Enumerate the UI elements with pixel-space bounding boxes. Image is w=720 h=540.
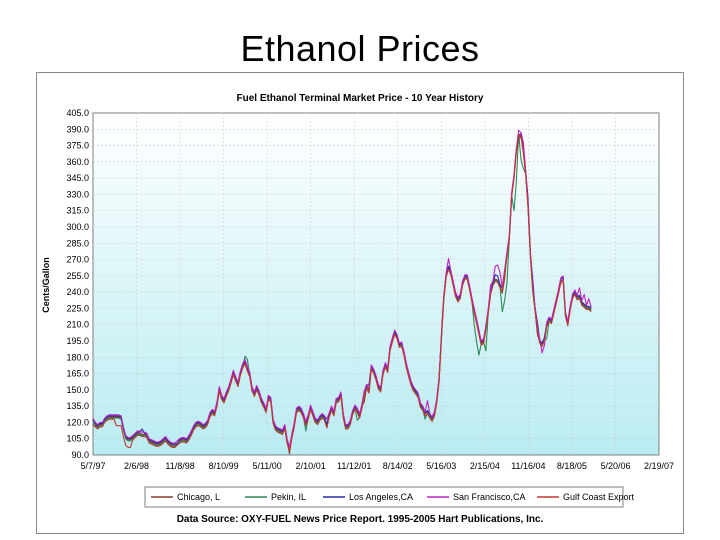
y-tick-label: 300.0 bbox=[66, 222, 89, 232]
chart-frame: Fuel Ethanol Terminal Market Price - 10 … bbox=[36, 72, 684, 534]
price-history-chart: Fuel Ethanol Terminal Market Price - 10 … bbox=[41, 93, 674, 525]
y-tick-label: 390.0 bbox=[66, 124, 89, 134]
x-tick-label: 2/6/98 bbox=[124, 461, 149, 471]
y-tick-label: 225.0 bbox=[66, 303, 89, 313]
plot-area bbox=[92, 112, 660, 456]
y-tick-label: 210.0 bbox=[66, 320, 89, 330]
x-tick-label: 8/18/05 bbox=[557, 461, 587, 471]
y-tick-label: 150.0 bbox=[66, 385, 89, 395]
y-tick-label: 135.0 bbox=[66, 401, 89, 411]
y-tick-label: 345.0 bbox=[66, 173, 89, 183]
series-line bbox=[92, 134, 592, 453]
legend-label: Los Angeles,CA bbox=[349, 492, 413, 502]
y-tick-label: 330.0 bbox=[66, 189, 89, 199]
x-tick-label: 11/12/01 bbox=[337, 461, 371, 471]
x-tick-label: 2/15/04 bbox=[470, 461, 500, 471]
legend-label: Pekin, IL bbox=[271, 492, 306, 502]
x-tick-label: 2/10/01 bbox=[296, 461, 326, 471]
y-tick-label: 360.0 bbox=[66, 157, 89, 167]
y-tick-label: 165.0 bbox=[66, 369, 89, 379]
y-tick-label: 105.0 bbox=[66, 434, 89, 444]
data-source-note: Data Source: OXY-FUEL News Price Report.… bbox=[177, 514, 544, 525]
y-tick-label: 270.0 bbox=[66, 255, 89, 265]
x-tick-label: 11/16/04 bbox=[511, 461, 545, 471]
x-tick-label: 8/14/02 bbox=[383, 461, 413, 471]
legend-label: Gulf Coast Export bbox=[563, 492, 635, 502]
y-tick-label: 255.0 bbox=[66, 271, 89, 281]
legend: Chicago, L Pekin, IL Los Angeles,CA San Fra… bbox=[151, 492, 635, 502]
y-axis-label: Cents/Gallon bbox=[41, 257, 51, 313]
y-tick-label: 315.0 bbox=[66, 206, 89, 216]
chart-title: Fuel Ethanol Terminal Market Price - 10 … bbox=[237, 93, 484, 104]
x-tick-label: 5/16/03 bbox=[426, 461, 456, 471]
series-lines bbox=[92, 129, 592, 455]
x-tick-label: 8/10/99 bbox=[209, 461, 239, 471]
x-tick-label: 5/20/06 bbox=[600, 461, 630, 471]
y-tick-label: 240.0 bbox=[66, 287, 89, 297]
y-tick-label: 90.0 bbox=[71, 450, 89, 460]
x-axis-ticks: 5/7/97 2/6/98 11/8/98 8/10/99 5/11/00 2/10/01… bbox=[80, 461, 674, 471]
legend-label: Chicago, L bbox=[177, 492, 220, 502]
grid-lines bbox=[93, 113, 659, 455]
y-tick-label: 285.0 bbox=[66, 238, 89, 248]
x-tick-label: 2/19/07 bbox=[644, 461, 674, 471]
legend-label: San Francisco,CA bbox=[453, 492, 526, 502]
y-tick-label: 375.0 bbox=[66, 141, 89, 151]
y-tick-label: 180.0 bbox=[66, 352, 89, 362]
x-tick-label: 5/7/97 bbox=[80, 461, 105, 471]
legend-box bbox=[144, 486, 624, 508]
y-axis-ticks: 90.0 105.0 120.0 135.0 150.0 165.0 180.0 195.0 2… bbox=[66, 108, 89, 460]
slide-title: Ethanol Prices bbox=[240, 28, 480, 69]
y-tick-label: 195.0 bbox=[66, 336, 89, 346]
y-tick-label: 405.0 bbox=[66, 108, 89, 118]
y-tick-label: 120.0 bbox=[66, 417, 89, 427]
x-tick-label: 5/11/00 bbox=[252, 461, 281, 471]
x-tick-label: 11/8/98 bbox=[165, 461, 194, 471]
